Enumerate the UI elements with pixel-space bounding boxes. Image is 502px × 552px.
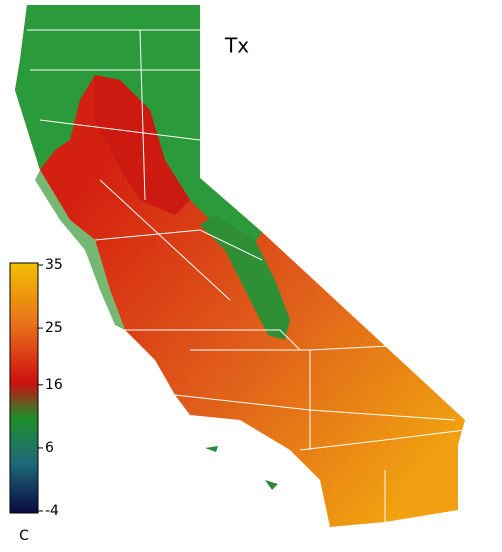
map-title: Tx bbox=[224, 34, 249, 58]
sierra bbox=[200, 215, 290, 340]
colorbar-tick-label: 25 bbox=[45, 320, 63, 336]
colorbar: C 35 25 16 6 -4 bbox=[9, 257, 63, 544]
county-lines bbox=[27, 29, 466, 522]
sacramento-valley bbox=[95, 75, 190, 215]
colorbar-label: C bbox=[19, 528, 29, 544]
islands bbox=[265, 480, 278, 490]
coast-range bbox=[35, 170, 125, 330]
colorbar-tick-label: -4 bbox=[45, 503, 59, 519]
colorbar-tick-label: 6 bbox=[45, 440, 54, 456]
north-cool bbox=[15, 5, 262, 250]
islands bbox=[205, 446, 218, 452]
state bbox=[15, 5, 466, 527]
colorbar-tick-label: 35 bbox=[45, 257, 63, 273]
colorbar-gradient bbox=[9, 262, 39, 514]
colorbar-tick-label: 16 bbox=[45, 377, 63, 393]
